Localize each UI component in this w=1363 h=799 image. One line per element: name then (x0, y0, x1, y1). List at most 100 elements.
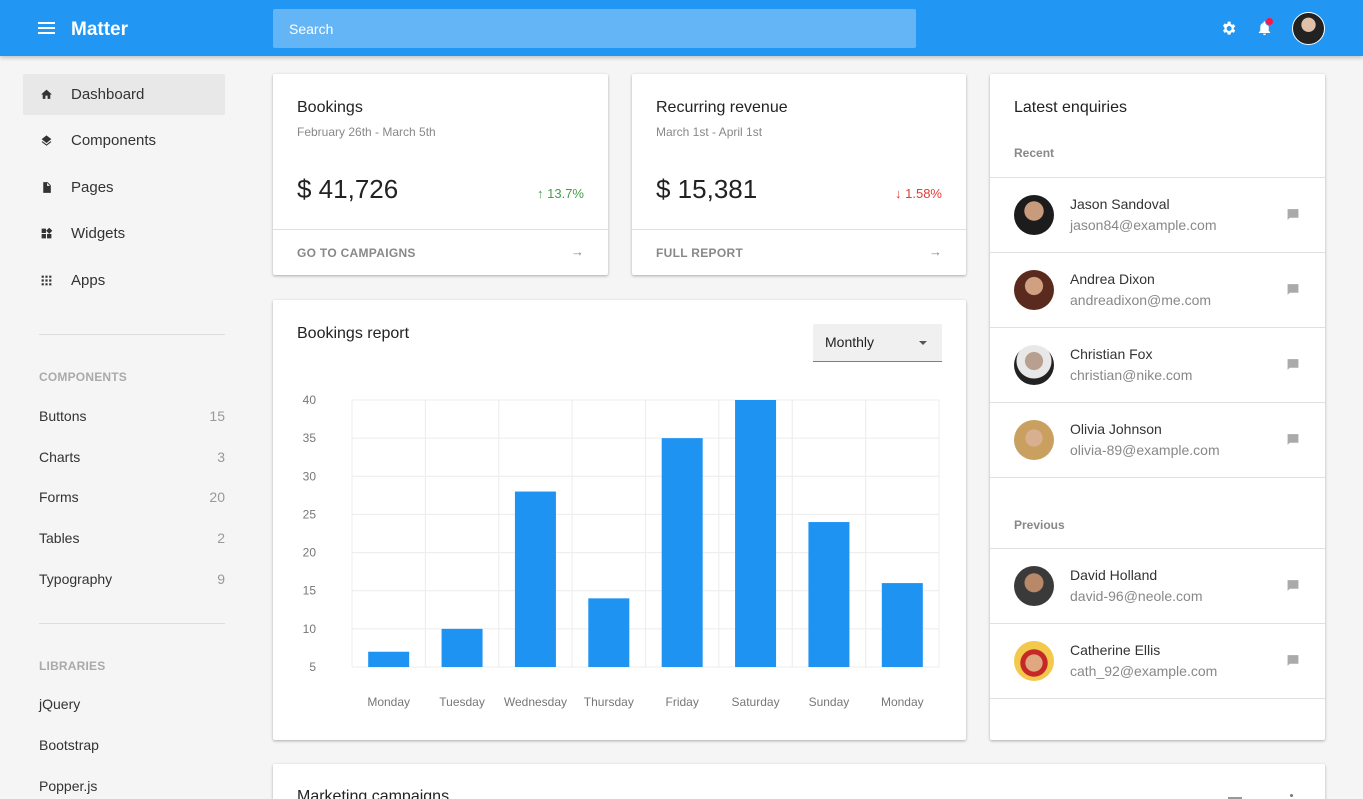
bookings-delta: ↑ 13.7% (537, 186, 584, 201)
page-icon (43, 182, 51, 193)
sidebar-item-label: Pages (71, 179, 114, 196)
widgets-icon (41, 227, 53, 239)
enquiry-row[interactable]: Jason Sandoval jason84@example.com (990, 178, 1325, 253)
user-avatar[interactable] (1292, 12, 1325, 45)
message-icon[interactable] (1286, 358, 1300, 371)
sidebar-item-popperjs[interactable]: Popper.js (39, 776, 225, 799)
enquiry-email: christian@nike.com (1070, 367, 1193, 383)
y-tick-label: 40 (303, 393, 317, 407)
x-tick-label: Sunday (809, 695, 850, 709)
sidebar-item-components[interactable]: Components (23, 120, 225, 161)
link-label: GO TO CAMPAIGNS (297, 246, 416, 260)
sidebar-item-label: Popper.js (39, 778, 98, 794)
avatar (1014, 195, 1054, 235)
enquiry-email: david-96@neole.com (1070, 588, 1203, 604)
sidebar-item-label: Apps (71, 272, 106, 289)
bar (881, 583, 923, 667)
marketing-campaigns-card: Marketing campaigns (273, 764, 1325, 799)
enquiry-row[interactable]: Christian Fox christian@nike.com (990, 328, 1325, 403)
message-icon[interactable] (1286, 208, 1300, 221)
card-title: Latest enquiries (1014, 99, 1127, 116)
gear-icon[interactable] (1220, 20, 1237, 37)
bar (808, 522, 850, 667)
x-tick-label: Monday (367, 695, 410, 709)
message-icon[interactable] (1286, 654, 1300, 667)
count-badge: 15 (209, 408, 225, 424)
divider (990, 177, 1325, 178)
minimize-icon[interactable] (1228, 797, 1242, 799)
sidebar-item-label: Forms (39, 489, 79, 505)
layers-icon (41, 135, 52, 146)
components-section-header: COMPONENTS (39, 370, 128, 384)
sidebar-item-widgets[interactable]: Widgets (23, 213, 225, 254)
sidebar-item-tables[interactable]: Tables 2 (39, 528, 225, 552)
x-tick-label: Saturday (732, 695, 780, 709)
search-input[interactable] (273, 9, 916, 48)
period-select[interactable]: Monthly (813, 324, 942, 362)
message-icon[interactable] (1286, 433, 1300, 446)
sidebar-item-buttons[interactable]: Buttons 15 (39, 406, 225, 430)
sidebar-item-label: Typography (39, 571, 113, 587)
card-date-range: March 1st - April 1st (656, 125, 763, 139)
x-tick-label: Wednesday (504, 695, 567, 709)
arrow-right-icon: → (571, 244, 584, 259)
more-vert-icon[interactable] (1290, 794, 1293, 797)
bar (661, 438, 703, 667)
bar (735, 400, 777, 667)
x-tick-label: Thursday (584, 695, 634, 709)
avatar (1014, 345, 1054, 385)
card-title: Bookings (297, 99, 363, 116)
arrow-right-icon: → (929, 244, 942, 259)
enquiry-row[interactable]: Andrea Dixon andreadixon@me.com (990, 253, 1325, 328)
y-tick-label: 25 (303, 507, 317, 521)
sidebar-item-apps[interactable]: Apps (23, 260, 225, 301)
enquiry-name: Andrea Dixon (1070, 271, 1155, 287)
sidebar-divider (39, 623, 225, 624)
sidebar-item-bootstrap[interactable]: Bootstrap (39, 735, 225, 759)
revenue-value: $ 15,381 (656, 174, 758, 204)
enquiry-name: David Holland (1070, 567, 1158, 583)
revenue-delta: ↓ 1.58% (895, 186, 942, 201)
message-icon[interactable] (1286, 283, 1300, 296)
message-icon[interactable] (1286, 579, 1300, 592)
link-label: FULL REPORT (656, 246, 744, 260)
card-date-range: February 26th - March 5th (297, 125, 436, 139)
y-tick-label: 35 (303, 431, 317, 445)
sidebar-item-dashboard[interactable]: Dashboard (23, 74, 225, 115)
full-report-link[interactable]: FULL REPORT → (632, 229, 966, 275)
home-icon (41, 89, 52, 99)
bookings-value: $ 41,726 (297, 174, 399, 204)
avatar (1014, 641, 1054, 681)
x-tick-label: Monday (881, 695, 924, 709)
enquiry-row[interactable]: Olivia Johnson olivia-89@example.com (990, 403, 1325, 478)
sidebar-item-jquery[interactable]: jQuery (39, 694, 225, 718)
sidebar: Dashboard Components Pages Widgets Apps … (0, 56, 250, 799)
recent-section-header: Recent (1014, 146, 1055, 160)
y-tick-label: 20 (303, 546, 317, 560)
bar (441, 628, 483, 667)
sidebar-item-typography[interactable]: Typography 9 (39, 569, 225, 593)
sidebar-item-label: Buttons (39, 408, 87, 424)
enquiry-row[interactable]: David Holland david-96@neole.com (990, 549, 1325, 624)
sidebar-item-label: Components (71, 132, 157, 149)
bookings-card: Bookings February 26th - March 5th $ 41,… (273, 74, 608, 275)
bookings-report-card: Bookings report Monthly 40 35 30 25 20 15 10 5 M… (273, 300, 966, 740)
previous-section-header: Previous (1014, 518, 1065, 532)
revenue-card: Recurring revenue March 1st - April 1st … (632, 74, 966, 275)
divider (990, 548, 1325, 549)
sidebar-item-label: Dashboard (71, 86, 145, 103)
card-title: Bookings report (297, 325, 410, 342)
enquiry-row[interactable]: Catherine Ellis cath_92@example.com (990, 624, 1325, 699)
menu-icon[interactable] (38, 22, 55, 35)
latest-enquiries-card: Latest enquiries Recent Jason Sandoval j… (990, 74, 1325, 740)
libraries-section-header: LIBRARIES (39, 659, 106, 673)
enquiry-name: Christian Fox (1070, 346, 1153, 362)
sidebar-item-pages[interactable]: Pages (23, 167, 225, 208)
enquiry-name: Olivia Johnson (1070, 421, 1162, 437)
sidebar-item-label: Tables (39, 530, 80, 546)
bar (368, 651, 410, 667)
sidebar-item-charts[interactable]: Charts 3 (39, 447, 225, 471)
go-to-campaigns-link[interactable]: GO TO CAMPAIGNS → (273, 229, 608, 275)
card-title: Marketing campaigns (297, 788, 450, 799)
sidebar-item-forms[interactable]: Forms 20 (39, 487, 225, 511)
